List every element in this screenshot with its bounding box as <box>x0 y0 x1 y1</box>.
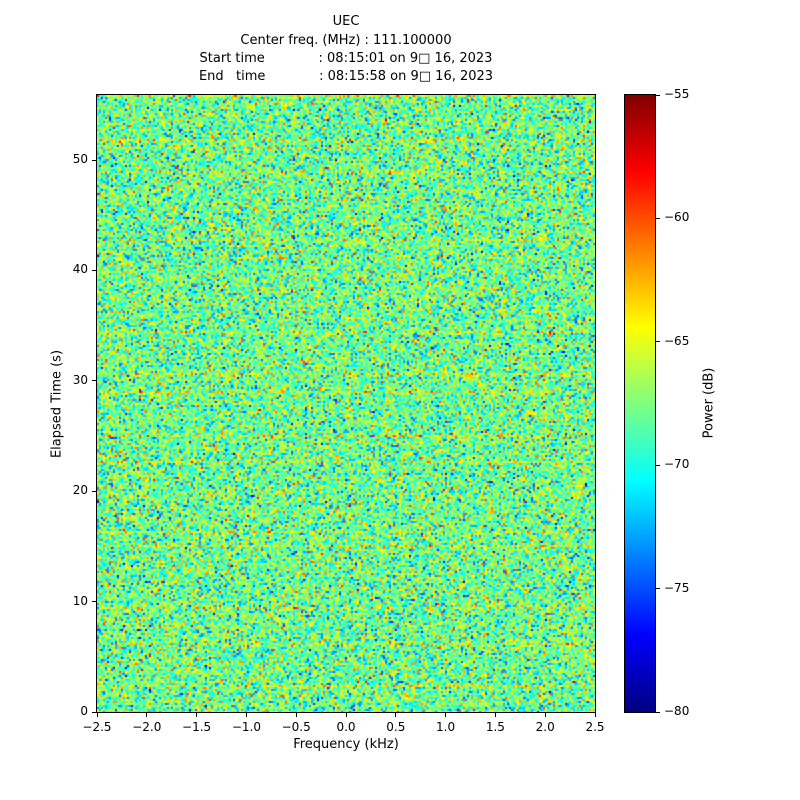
colorbar <box>624 94 656 713</box>
y-tick-label: 20 <box>72 483 88 498</box>
x-tick-label: −2.5 <box>82 720 112 734</box>
colorbar-tick-label: −60 <box>664 210 690 225</box>
x-tick-mark <box>146 713 148 717</box>
center-freq-line: Center freq. (MHz) : 111.100000 <box>240 33 452 48</box>
y-tick-mark <box>92 490 96 492</box>
colorbar-tick-mark <box>656 588 660 590</box>
y-tick-mark <box>92 159 96 161</box>
x-tick-label: 2.0 <box>535 720 555 734</box>
colorbar-tick-label: −70 <box>664 457 690 472</box>
colorbar-tick-mark <box>656 217 660 219</box>
y-tick-mark <box>92 711 96 713</box>
colorbar-tick-label: −75 <box>664 580 690 595</box>
plot-title: UEC <box>332 14 360 29</box>
x-tick-label: 1.0 <box>436 720 456 734</box>
x-tick-label: 0.0 <box>336 720 356 734</box>
start-time-line: Start time : 08:15:01 on 9□ 16, 2023 <box>199 51 493 66</box>
y-axis-label: Elapsed Time (s) <box>49 349 65 459</box>
y-tick-label: 40 <box>72 262 88 277</box>
x-tick-label: 2.5 <box>585 720 605 734</box>
colorbar-label: Power (dB) <box>701 367 717 439</box>
x-tick-mark <box>594 713 596 717</box>
x-tick-label: −2.0 <box>132 720 162 734</box>
x-tick-mark <box>494 713 496 717</box>
x-axis-label: Frequency (kHz) <box>293 737 399 752</box>
colorbar-tick-mark <box>656 464 660 466</box>
y-tick-mark <box>92 380 96 382</box>
x-tick-mark <box>196 713 198 717</box>
x-tick-label: 1.5 <box>485 720 505 734</box>
x-tick-label: −1.0 <box>231 720 261 734</box>
y-tick-label: 10 <box>72 593 88 608</box>
y-tick-mark <box>92 601 96 603</box>
x-tick-label: −1.5 <box>182 720 212 734</box>
plot-area <box>96 94 596 713</box>
spectrogram-canvas <box>97 95 595 712</box>
x-tick-mark <box>395 713 397 717</box>
x-tick-mark <box>245 713 247 717</box>
y-tick-label: 0 <box>80 704 88 718</box>
end-time-line: End time : 08:15:58 on 9□ 16, 2023 <box>198 69 494 84</box>
x-tick-label: 0.5 <box>386 720 406 734</box>
x-tick-mark <box>96 713 98 717</box>
y-tick-label: 50 <box>72 152 88 167</box>
colorbar-tick-mark <box>656 341 660 343</box>
colorbar-tick-label: −65 <box>664 333 690 348</box>
x-tick-label: −0.5 <box>281 720 311 734</box>
colorbar-tick-mark <box>656 94 660 96</box>
x-tick-mark <box>544 713 546 717</box>
colorbar-tick-mark <box>656 711 660 713</box>
x-tick-mark <box>345 713 347 717</box>
y-tick-mark <box>92 269 96 271</box>
colorbar-tick-label: −80 <box>664 704 690 718</box>
x-tick-mark <box>445 713 447 717</box>
y-tick-label: 30 <box>72 372 88 387</box>
x-tick-mark <box>295 713 297 717</box>
colorbar-tick-label: −55 <box>664 87 690 101</box>
